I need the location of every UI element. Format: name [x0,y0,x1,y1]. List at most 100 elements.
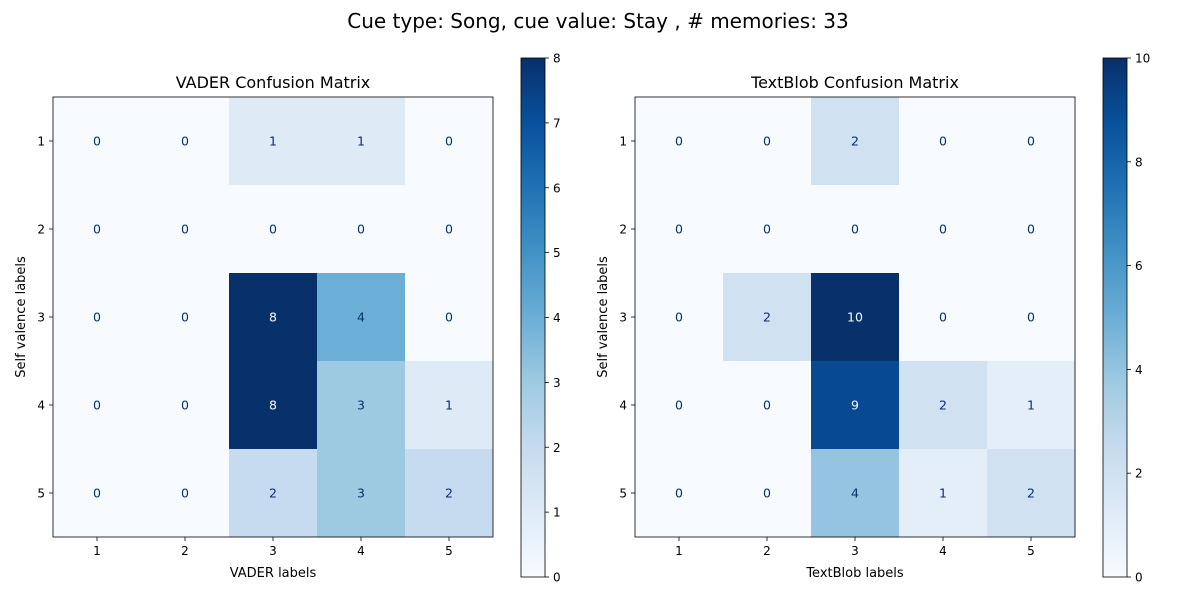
vader-cell-r1-c4 [317,97,406,186]
vader-cell-value: 3 [357,398,365,413]
vader-colorbar-tick-label: 6 [553,181,561,195]
textblob-y-tick-label: 2 [619,223,627,237]
vader-cell-value: 0 [93,486,101,501]
vader-cell-value: 0 [181,222,189,237]
vader-cell-value: 0 [181,398,189,413]
textblob-colorbar-tick-label: 0 [1135,571,1143,585]
vader-colorbar: 0 1 2 3 4 5 6 7 8 [520,52,561,585]
vader-cell-value: 0 [445,134,453,149]
textblob-cell-value: 0 [675,398,683,413]
textblob-y-tick-label: 1 [619,135,627,149]
textblob-cell-value: 2 [1027,486,1035,501]
vader-cell-value: 0 [445,310,453,325]
vader-cell-r5-c4 [317,449,406,538]
textblob-y-ticks: 1 2 3 4 5 [619,135,635,501]
vader-colorbar-tick-label: 8 [553,52,561,66]
textblob-cell-value: 1 [939,486,947,501]
textblob-cell-r4-c3 [811,361,900,450]
vader-cell-r3-c1 [53,273,142,362]
vader-colorbar-ticks: 0 1 2 3 4 5 6 7 8 [545,52,561,585]
vader-cell-r5-c2 [141,449,230,538]
vader-cell-value: 1 [269,134,277,149]
vader-y-tick-label: 4 [37,399,45,413]
textblob-cell-r1-c5 [987,97,1076,186]
textblob-cell-value: 0 [1027,310,1035,325]
textblob-cell-r3-c2 [723,273,812,362]
vader-cell-value: 8 [269,398,277,413]
vader-colorbar-tick-label: 5 [553,246,561,260]
vader-chart-title: VADER Confusion Matrix [176,73,371,92]
textblob-cell-value: 9 [851,398,859,413]
vader-cell-r3-c5 [405,273,494,362]
textblob-cell-r5-c3 [811,449,900,538]
textblob-y-tick-label: 3 [619,311,627,325]
textblob-cell-r1-c3 [811,97,900,186]
vader-cell-r2-c4 [317,185,406,274]
textblob-colorbar-tick-label: 10 [1135,52,1150,66]
textblob-cell-value: 0 [939,134,947,149]
textblob-cell-r4-c5 [987,361,1076,450]
textblob-cell-r1-c4 [899,97,988,186]
textblob-cell-r3-c4 [899,273,988,362]
textblob-cell-value: 0 [763,398,771,413]
textblob-cell-r2-c4 [899,185,988,274]
vader-y-tick-label: 3 [37,311,45,325]
vader-cell-value: 2 [269,486,277,501]
textblob-cell-value: 0 [1027,134,1035,149]
textblob-cell-r4-c2 [723,361,812,450]
textblob-chart-title: TextBlob Confusion Matrix [750,73,959,92]
textblob-colorbar-frame [1102,57,1128,578]
vader-x-tick-label: 2 [181,544,189,558]
vader-cell-r3-c2 [141,273,230,362]
textblob-cell-value: 0 [939,310,947,325]
textblob-cell-r3-c3 [811,273,900,362]
textblob-cell-r3-c1 [635,273,724,362]
textblob-cell-value: 0 [763,222,771,237]
textblob-cell-value: 0 [851,222,859,237]
vader-colorbar-tick-label: 4 [553,311,561,325]
textblob-cell-value: 0 [939,222,947,237]
textblob-cell-r5-c5 [987,449,1076,538]
vader-colorbar-tick-label: 3 [553,376,561,390]
vader-cell-value: 0 [269,222,277,237]
textblob-cell-value: 2 [851,134,859,149]
vader-colorbar-tick-label: 1 [553,506,561,520]
textblob-cell-r2-c5 [987,185,1076,274]
textblob-cell-value: 2 [939,398,947,413]
vader-cell-r5-c1 [53,449,142,538]
vader-cell-r1-c5 [405,97,494,186]
textblob-x-tick-label: 2 [763,544,771,558]
textblob-confusion-matrix: TextBlob Confusion Matrix 0 0 2 0 00 0 0 0 00 2 10… [596,52,1150,585]
vader-cell-r5-c3 [229,449,318,538]
vader-cell-r2-c2 [141,185,230,274]
textblob-cell-value: 0 [1027,222,1035,237]
textblob-cell-value: 1 [1027,398,1035,413]
textblob-colorbar-tick-label: 4 [1135,363,1143,377]
vader-colorbar-tick-label: 0 [553,571,561,585]
textblob-cell-r1-c2 [723,97,812,186]
textblob-cell-r5-c4 [899,449,988,538]
vader-cell-r4-c1 [53,361,142,450]
textblob-cell-value: 10 [847,310,863,325]
textblob-cell-r5-c2 [723,449,812,538]
textblob-cell-r2-c3 [811,185,900,274]
vader-cell-r1-c1 [53,97,142,186]
vader-cell-value: 0 [93,398,101,413]
vader-cell-r1-c2 [141,97,230,186]
textblob-cell-value: 0 [763,134,771,149]
vader-cell-value: 0 [181,486,189,501]
textblob-x-tick-label: 5 [1027,544,1035,558]
vader-colorbar-tick-label: 2 [553,441,561,455]
vader-y-tick-label: 5 [37,487,45,501]
vader-cell-value: 0 [181,134,189,149]
vader-cell-r5-c5 [405,449,494,538]
vader-cell-value: 3 [357,486,365,501]
vader-colorbar-gradient [521,58,545,577]
textblob-x-axis-label: TextBlob labels [805,566,904,581]
vader-y-tick-label: 1 [37,135,45,149]
vader-cell-value: 0 [357,222,365,237]
vader-cell-value: 8 [269,310,277,325]
textblob-cell-value: 2 [763,310,771,325]
vader-cell-r4-c4 [317,361,406,450]
